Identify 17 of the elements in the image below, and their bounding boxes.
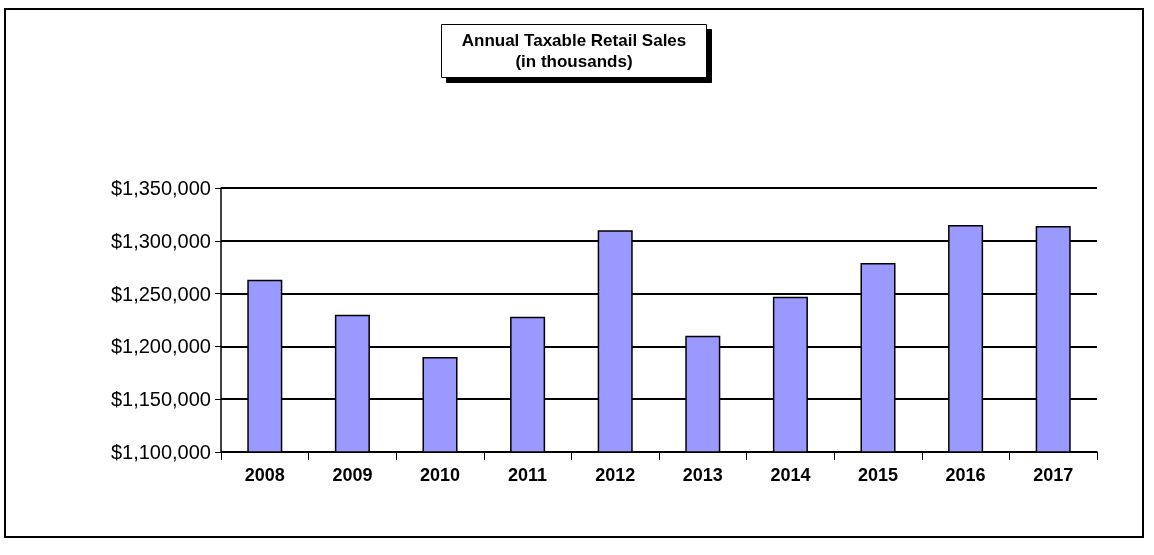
y-tick-label: $1,200,000: [110, 335, 211, 358]
x-tick-label: 2013: [682, 465, 723, 485]
x-tick-label: 2009: [332, 465, 373, 485]
y-tick-label: $1,350,000: [110, 177, 211, 199]
x-tick-label: 2014: [770, 465, 811, 485]
x-tick-label: 2016: [945, 465, 986, 485]
x-tick-label: 2010: [419, 465, 461, 485]
x-tick-label: 2012: [595, 465, 636, 485]
y-tick-label: $1,150,000: [110, 388, 211, 411]
x-tick-label: 2008: [244, 465, 285, 485]
x-tick-label: 2017: [1033, 465, 1074, 485]
x-tick-label: 2011: [508, 465, 548, 485]
y-tick-label: $1,100,000: [110, 441, 211, 463]
x-tick-label: 2015: [857, 465, 899, 485]
y-tick-label: $1,250,000: [110, 282, 211, 305]
y-tick-label: $1,300,000: [110, 229, 211, 252]
chart-title: Annual Taxable Retail Sales (in thousands): [461, 31, 687, 71]
